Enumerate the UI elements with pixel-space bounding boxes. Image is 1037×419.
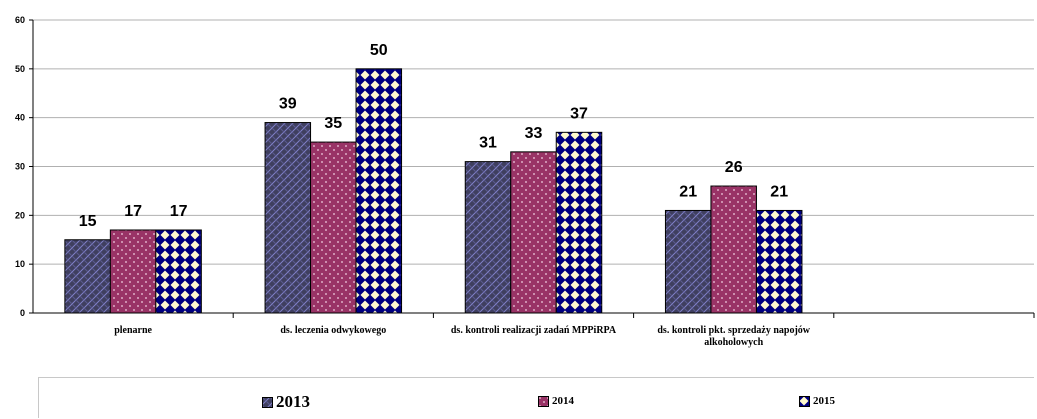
- bars: [64, 68, 803, 314]
- bar-2015-0: [155, 229, 202, 314]
- data-label-2014-1: 35: [324, 115, 342, 132]
- bar-2014-1: [310, 141, 357, 314]
- data-label-2015-1: 50: [370, 42, 388, 59]
- legend-label-2014: 2014: [552, 395, 574, 407]
- x-tick-label-1: ds. leczenia odwykowego: [280, 325, 386, 336]
- bar-2014-2: [510, 151, 557, 314]
- legend: [38, 377, 1034, 418]
- bar-2013-1: [264, 122, 312, 314]
- bar-2013-2: [464, 161, 512, 314]
- y-tick-label: 30: [15, 162, 25, 172]
- legend-item-2015: 2015: [799, 395, 835, 407]
- data-labels: 15 17 17 39 35 50 31 33 37 21 26 21: [79, 42, 788, 230]
- legend-swatch-2013: [262, 396, 273, 408]
- x-tick-label-3: ds. kontroli pkt. sprzedaży napojów: [657, 325, 810, 336]
- legend-label-2015: 2015: [813, 395, 835, 407]
- data-label-2013-2: 31: [479, 135, 497, 152]
- legend-item-2014: 2014: [538, 395, 574, 407]
- y-tick-label: 60: [15, 15, 25, 25]
- y-tick-label: 50: [15, 64, 25, 74]
- bar-2013-3: [664, 209, 712, 314]
- bar-2014-0: [109, 229, 157, 314]
- y-tick-label: 0: [20, 308, 25, 318]
- bar-2015-1: [355, 68, 403, 314]
- y-tick-label: 10: [15, 259, 25, 269]
- y-tick-label: 20: [15, 210, 25, 220]
- y-tick-label: 40: [15, 113, 25, 123]
- x-tick-label-3: alkoholowych: [704, 337, 763, 348]
- bar-2015-2: [555, 131, 603, 314]
- data-label-2015-0: 17: [170, 203, 188, 220]
- x-tick-labels: plenarne ds. leczenia odwykowego ds. kontr…: [114, 325, 811, 348]
- data-label-2014-0: 17: [124, 203, 142, 220]
- data-label-2013-0: 15: [79, 213, 97, 230]
- bar-2013-0: [64, 239, 111, 314]
- legend-swatch-2015: [799, 395, 810, 407]
- bar-2014-3: [710, 185, 757, 314]
- data-label-2015-3: 21: [770, 183, 788, 200]
- data-label-2013-1: 39: [279, 96, 297, 113]
- data-label-2015-2: 37: [570, 105, 588, 122]
- x-tick-label-0: plenarne: [114, 325, 152, 336]
- legend-label-2013: 2013: [276, 392, 310, 411]
- data-label-2013-3: 21: [679, 183, 697, 200]
- data-label-2014-2: 33: [525, 125, 543, 142]
- bar-2015-3: [755, 209, 803, 314]
- x-tick-label-2: ds. kontroli realizacji zadań MPPiRPA: [451, 325, 617, 336]
- legend-swatch-2014: [538, 395, 549, 407]
- data-label-2014-3: 26: [725, 159, 743, 176]
- y-tick-labels: 0 10 20 30 40 50 60: [15, 15, 25, 318]
- legend-item-2013: 2013: [262, 392, 310, 412]
